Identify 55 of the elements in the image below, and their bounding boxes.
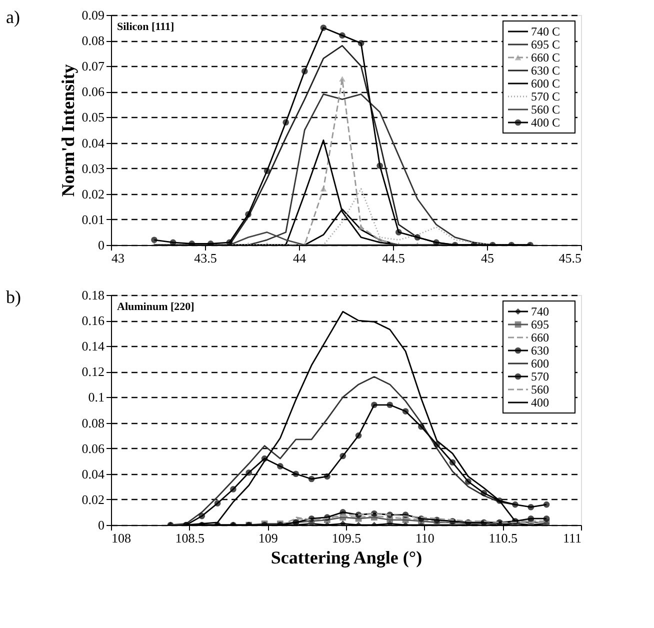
y-tick-label: 0.16 xyxy=(82,313,105,328)
x-tick-label: 43.5 xyxy=(194,250,217,266)
x-tick-label: 110 xyxy=(415,530,434,546)
legend-label: 695 C xyxy=(531,38,560,52)
legend-label: 600 C xyxy=(531,76,560,90)
y-tick-label: 0.05 xyxy=(82,110,104,125)
y-tick-label: 0.18 xyxy=(82,288,104,302)
y-tick-label: 0.14 xyxy=(82,338,105,354)
legend-label: 740 xyxy=(531,304,549,318)
y-tick-label: 0 xyxy=(98,518,104,532)
y-tick-label: 0 xyxy=(98,238,104,252)
x-tick-label: 108 xyxy=(112,530,131,546)
y-tick-label: 0.04 xyxy=(82,466,105,482)
legend-label: 400 xyxy=(531,396,549,410)
x-tick-label: 109.5 xyxy=(332,530,362,546)
y-axis-title: Norm'd Intensity xyxy=(58,64,78,197)
x-tick-label: 44 xyxy=(293,250,306,266)
legend-label: 560 C xyxy=(531,102,560,116)
y-tick-label: 0.08 xyxy=(82,415,104,430)
y-tick-label: 0.06 xyxy=(82,440,105,456)
y-tick-label: 0.12 xyxy=(82,364,104,380)
x-tick-label: 108.5 xyxy=(175,530,204,546)
y-tick-label: 0.02 xyxy=(82,186,104,202)
x-tick-label: 44.5 xyxy=(382,250,405,266)
legend-label: 660 xyxy=(531,330,549,344)
legend-label: 600 xyxy=(531,356,549,370)
x-tick-label: 43 xyxy=(112,250,124,266)
x-tick-label: 109 xyxy=(258,530,278,546)
legend-label: 400 C xyxy=(531,116,560,130)
x-axis-title: Scattering Angle (°) xyxy=(270,548,422,568)
text: b) xyxy=(6,287,21,307)
x-tick-label: 45 xyxy=(481,250,494,266)
y-tick-label: 0.07 xyxy=(82,58,105,74)
legend-label: 570 xyxy=(531,370,549,384)
y-tick-label: 0.09 xyxy=(82,8,104,22)
legend-label: 630 C xyxy=(531,64,560,78)
legend-label: 570 C xyxy=(531,90,560,104)
x-tick-label: 110.5 xyxy=(488,530,518,546)
legend-label: 695 xyxy=(531,318,549,332)
y-tick-label: 0.08 xyxy=(82,33,104,48)
text: a) xyxy=(6,7,20,27)
legend-label: 740 C xyxy=(531,24,560,38)
x-tick-label: 45.5 xyxy=(558,250,582,266)
y-tick-label: 0.03 xyxy=(82,160,104,176)
x-tick-label: 111 xyxy=(562,530,582,546)
legend-label: 630 xyxy=(531,344,549,358)
legend-label: 560 xyxy=(531,382,549,396)
y-tick-label: 0.06 xyxy=(82,84,105,100)
annotation: Aluminum [220] xyxy=(117,301,194,313)
y-tick-label: 0.02 xyxy=(82,492,104,507)
y-tick-label: 0.1 xyxy=(88,390,104,405)
legend-label: 660 C xyxy=(531,50,560,64)
y-tick-label: 0.01 xyxy=(82,212,104,227)
y-tick-label: 0.04 xyxy=(82,135,105,150)
annotation: Silicon [111] xyxy=(117,21,174,33)
